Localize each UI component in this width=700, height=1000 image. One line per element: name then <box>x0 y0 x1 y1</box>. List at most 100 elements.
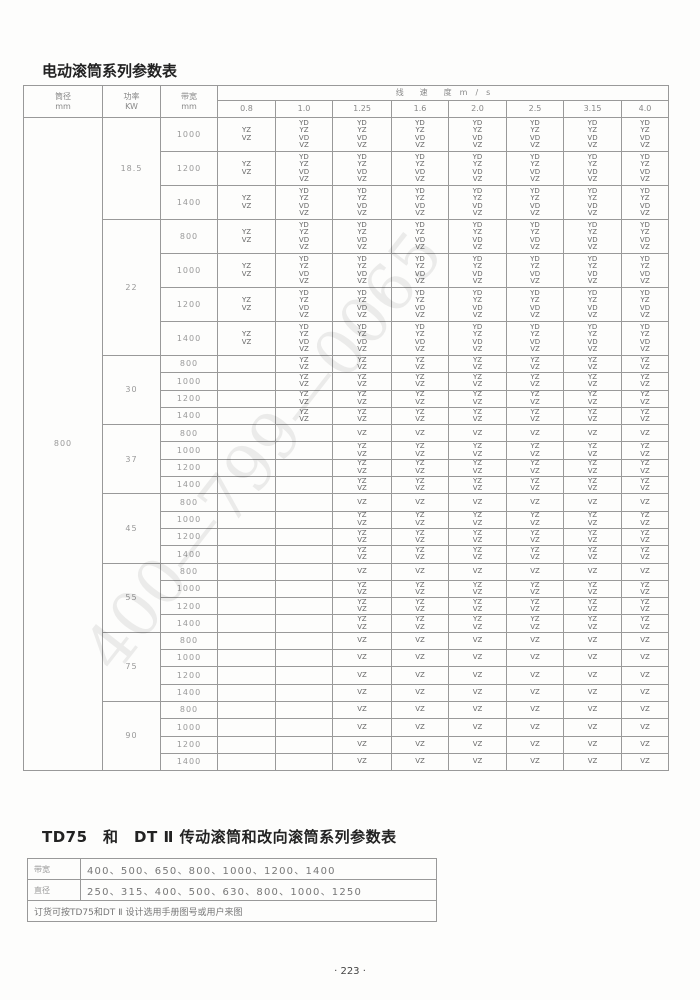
model-cell: YZ VZ <box>391 389 449 408</box>
model-cell <box>275 441 333 460</box>
model-cell: YZ VZ <box>391 476 449 495</box>
model-cell: VZ <box>448 562 507 581</box>
model-cell: VZ <box>506 666 564 685</box>
model-cell: YZ VZ <box>620 441 670 460</box>
model-cell <box>217 545 276 564</box>
td75-dt2-table: 带宽 400、500、650、800、1000、1200、1400 直径 250、3… <box>27 858 437 922</box>
belt-width: 1000 <box>160 649 218 668</box>
model-cell <box>275 545 333 564</box>
power-value: 75 <box>102 631 161 702</box>
model-cell: YD YZ VD VZ <box>506 287 564 322</box>
order-note: 订货可按TD75和DT Ⅱ 设计选用手册图号或用户来图 <box>27 900 437 922</box>
model-cell: YZ VZ <box>563 597 622 616</box>
model-cell <box>217 562 276 581</box>
model-cell: YZ VZ <box>620 614 670 633</box>
model-cell: YD YZ VD VZ <box>332 321 392 356</box>
table-row: 30 800 YZ VZ YZ VZ YZ VZ YZ VZ YZ VZ YZ VZ YZ VZ <box>24 354 670 426</box>
belt-width: 1400 <box>160 614 218 633</box>
model-cell: YZ VZ <box>506 476 564 495</box>
model-cell: YD YZ VD VZ <box>332 185 392 220</box>
belt-width: 800 <box>160 493 218 512</box>
model-cell: VZ <box>563 493 622 512</box>
model-cell: YZ VZ <box>391 406 449 426</box>
model-cell: VZ <box>506 718 564 737</box>
model-cell: VZ <box>448 752 507 772</box>
table-row: 37 800 VZ VZ VZ VZ VZ VZ <box>24 424 670 495</box>
belt-width: 1200 <box>160 389 218 408</box>
width-label: 带宽 <box>27 858 81 880</box>
model-cell: YZ VZ <box>391 579 449 599</box>
model-cell <box>275 752 333 772</box>
model-cell: YZ VZ <box>620 597 670 616</box>
model-cell: VZ <box>620 493 670 512</box>
model-cell: YZ VZ <box>448 545 507 564</box>
table-row: 1400 VZ VZ VZ VZ VZ VZ <box>24 683 670 702</box>
belt-width: 1400 <box>160 406 218 426</box>
model-cell: VZ <box>506 700 564 720</box>
model-cell: YZ VZ <box>332 406 392 426</box>
model-cell: YD YZ VD VZ <box>332 253 392 288</box>
model-cell <box>217 597 276 616</box>
model-cell: YD YZ VD VZ <box>620 117 670 152</box>
header-power: 功率 KW <box>102 85 161 118</box>
model-cell: YZ VZ <box>448 476 507 495</box>
model-cell: YZ VZ <box>563 476 622 495</box>
model-cell: YZ VZ <box>448 389 507 408</box>
model-cell: YZ VZ <box>620 354 670 374</box>
model-cell: VZ <box>332 493 392 512</box>
model-cell: VZ <box>506 493 564 512</box>
model-cell: VZ <box>391 493 449 512</box>
model-cell: YZ VZ <box>563 441 622 460</box>
model-cell <box>275 649 333 668</box>
model-cell <box>217 458 276 478</box>
model-cell: YZ VZ <box>563 527 622 547</box>
belt-width: 1400 <box>160 545 218 564</box>
table-row: 1400 YZ VZ YZ VZ YZ VZ YZ VZ YZ VZ YZ VZ YZ VZ <box>24 406 670 426</box>
power-value: 22 <box>102 219 161 356</box>
model-cell: YZ VZ <box>506 354 564 374</box>
model-cell: YZ VZ <box>448 406 507 426</box>
model-cell: VZ <box>563 735 622 754</box>
belt-width: 1000 <box>160 510 218 529</box>
model-cell: YZ VZ <box>391 458 449 478</box>
model-cell: VZ <box>620 666 670 685</box>
model-cell <box>217 631 276 651</box>
model-cell: YD YZ VD VZ <box>275 253 333 288</box>
diameter-value: 800 <box>23 116 103 772</box>
model-cell <box>275 597 333 616</box>
model-cell: YD YZ VD VZ <box>563 287 622 322</box>
table-row: 90 800 VZ VZ VZ VZ VZ VZ <box>24 700 670 772</box>
model-cell: YZ VZ <box>332 527 392 547</box>
belt-width: 1400 <box>160 476 218 495</box>
model-cell <box>275 718 333 737</box>
model-cell: YZ VZ <box>332 354 392 374</box>
model-cell: YZ VZ <box>217 321 276 356</box>
model-cell: VZ <box>620 752 670 772</box>
model-cell: YZ VZ <box>448 458 507 478</box>
model-cell: VZ <box>391 562 449 581</box>
model-cell: YZ VZ <box>620 545 670 564</box>
model-cell: VZ <box>448 700 507 720</box>
model-cell <box>217 441 276 460</box>
model-cell: YZ VZ <box>217 253 276 288</box>
speed-header: 3.15 <box>563 100 622 118</box>
model-cell: YZ VZ <box>620 510 670 529</box>
model-cell: YZ VZ <box>563 545 622 564</box>
model-cell: YZ VZ <box>448 372 507 391</box>
model-cell: YZ VZ <box>506 406 564 426</box>
model-cell: YD YZ VD VZ <box>506 151 564 186</box>
model-cell <box>217 700 276 720</box>
model-cell: VZ <box>563 424 622 443</box>
table-row: 1200 YZ VZ YD YZ VD VZ YD YZ VD VZ YD YZ VD VZ YD YZ VD VZ… <box>24 287 670 322</box>
model-cell: YZ VZ <box>620 579 670 599</box>
model-cell: YZ VZ <box>563 406 622 426</box>
belt-width: 1400 <box>160 321 218 356</box>
page-number: · 223 · <box>334 966 366 977</box>
model-cell: VZ <box>506 752 564 772</box>
motorized-pulley-table: 筒径 mm 功率 KW 带宽 mm 线 速 度 m / s 0.8 1.0 1.25 1.6… <box>23 85 670 772</box>
model-cell <box>275 458 333 478</box>
model-cell: VZ <box>620 735 670 754</box>
model-cell: YD YZ VD VZ <box>620 287 670 322</box>
model-cell: YZ VZ <box>391 545 449 564</box>
model-cell: YZ VZ <box>332 476 392 495</box>
